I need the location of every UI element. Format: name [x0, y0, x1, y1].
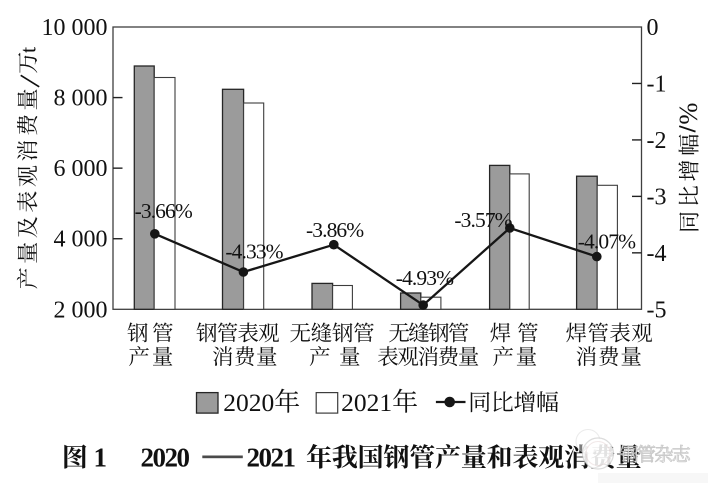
svg-text:-3.66%: -3.66% [135, 199, 193, 223]
svg-text:-4: -4 [647, 241, 667, 267]
svg-text:-5: -5 [647, 297, 667, 323]
svg-text:-1: -1 [647, 72, 667, 98]
svg-text:2021: 2021 [247, 442, 296, 472]
svg-text:0: 0 [647, 15, 659, 41]
svg-text:6 000: 6 000 [54, 156, 108, 182]
svg-text:8 000: 8 000 [54, 86, 108, 112]
svg-text:2021: 2021 [341, 388, 392, 417]
svg-text:-3.57%: -3.57% [454, 208, 512, 232]
svg-text:2020: 2020 [223, 388, 274, 417]
svg-text:-4.07%: -4.07% [578, 230, 636, 254]
svg-text:t: t [16, 47, 41, 53]
svg-text:4 000: 4 000 [54, 227, 108, 253]
svg-text:2020: 2020 [141, 442, 190, 472]
svg-text:-3: -3 [647, 184, 667, 210]
svg-text:-4.33%: -4.33% [225, 240, 283, 264]
svg-text:10 000: 10 000 [42, 15, 108, 41]
svg-text:1: 1 [94, 442, 108, 472]
svg-text:-2: -2 [647, 128, 667, 154]
svg-text:-4.93%: -4.93% [396, 266, 454, 290]
svg-text:%: % [673, 103, 703, 125]
svg-text:-3.86%: -3.86% [306, 218, 364, 242]
svg-text:2 000: 2 000 [54, 297, 108, 323]
